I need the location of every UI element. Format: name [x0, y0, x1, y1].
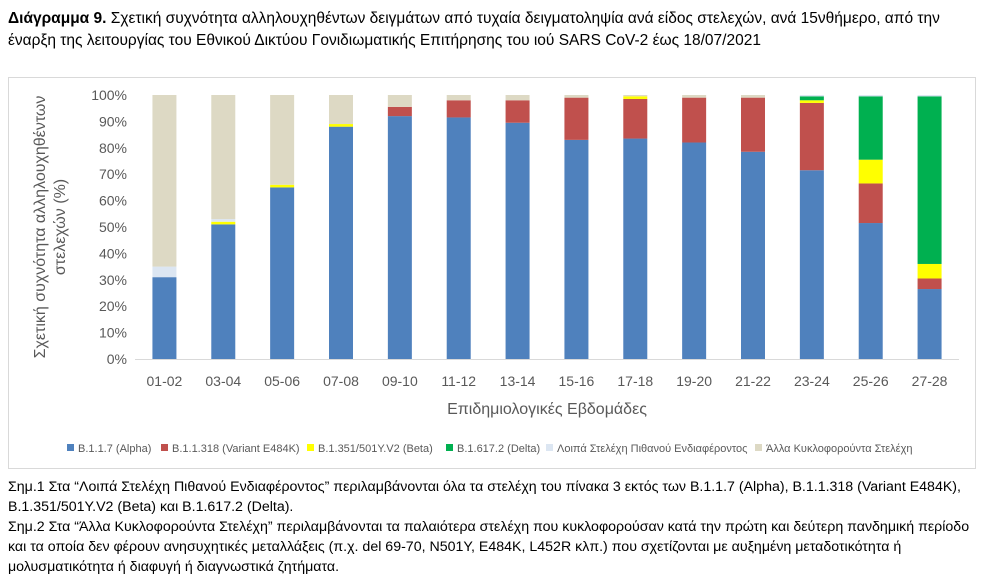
bar-segment [387, 106, 412, 117]
x-tick-label: 01-02 [147, 373, 183, 389]
bar-segment [446, 95, 471, 101]
bar-segment [505, 100, 530, 123]
note-1: Σημ.1 Στα “Λοιπά Στελέχη Πιθανού Ενδιαφέ… [8, 479, 961, 515]
legend-label: Άλλα Κυκλοφορούντα Στελέχη [766, 443, 912, 455]
legend-swatch [755, 444, 762, 451]
bar-segment [682, 95, 707, 98]
bar-segment [211, 95, 236, 220]
x-tick-label: 25-26 [853, 373, 889, 389]
x-tick-label: 27-28 [912, 373, 948, 389]
bar-segment [505, 95, 530, 101]
x-tick-label: 21-22 [735, 373, 771, 389]
bar-segment [211, 219, 236, 222]
bar-segment [623, 96, 648, 99]
bar-segment [211, 224, 236, 359]
x-tick-label: 15-16 [559, 373, 595, 389]
y-axis-title: Σχετική συχνότητα αλληλουχηθέντων στελεχώ… [32, 96, 69, 359]
bar-segment [799, 95, 824, 97]
bar-segment [858, 183, 883, 224]
y-tick-label: 70% [99, 166, 127, 182]
bar-segment [623, 95, 648, 97]
stacked-bar-chart: 0% 10% 20% 30% 40% 50% 60% 70% 80% 90% 100% 01-02 03… [32, 87, 959, 455]
bar-segment [623, 138, 648, 359]
bar-segment [858, 223, 883, 359]
y-tick-label: 50% [99, 219, 127, 235]
bar-segment [858, 96, 883, 160]
y-tick-label: 20% [99, 298, 127, 314]
bar-segment [917, 95, 942, 97]
bar-segment [858, 159, 883, 184]
y-tick-label: 80% [99, 140, 127, 156]
y-tick-label: 60% [99, 193, 127, 209]
bar-segment [799, 100, 824, 103]
bar-segment [741, 151, 765, 359]
bar-segment [623, 98, 648, 139]
bar-segment [446, 117, 471, 359]
x-axis-title: Επιδημιολογικές Εβδομάδες [447, 401, 647, 418]
bar-segment [799, 96, 824, 101]
bar-segment [799, 102, 824, 171]
bar-segment [329, 124, 353, 127]
legend-swatch [446, 444, 453, 451]
bar-segment [152, 277, 177, 359]
chart-frame: 0% 10% 20% 30% 40% 50% 60% 70% 80% 90% 100% 01-02 03… [8, 77, 976, 469]
bar-segment [387, 116, 412, 359]
note-2: Σημ.2 Στα “Άλλα Κυκλοφορούντα Στελέχη” π… [8, 519, 970, 575]
legend-label: B.1.1.7 (Alpha) [78, 443, 151, 455]
bar-segment [152, 266, 177, 278]
x-tick-label: 03-04 [205, 373, 241, 389]
x-tick-label: 11-12 [441, 373, 476, 389]
y-tick-label: 100% [91, 87, 127, 103]
bar-segment [270, 187, 295, 359]
bar-segment [270, 95, 295, 185]
bar-segment [564, 139, 589, 359]
x-tick-label: 17-18 [617, 373, 653, 389]
x-tick-label: 07-08 [323, 373, 359, 389]
y-tick-label: 10% [99, 325, 127, 341]
x-tick-label: 23-24 [794, 373, 830, 389]
bar-segment [799, 170, 824, 359]
bar-segment [564, 97, 589, 140]
figure-caption: Διάγραμμα 9. Σχετική συχνότητα αλληλουχη… [8, 8, 978, 52]
bar-segment [446, 100, 471, 118]
bar-segment [917, 278, 942, 290]
figure-caption-label: Διάγραμμα 9. [8, 10, 107, 27]
figure-caption-text: Σχετική συχνότητα αλληλουχηθέντων δειγμά… [8, 10, 940, 49]
bar-segment [211, 221, 236, 225]
y-tick-label: 0% [107, 351, 127, 367]
x-tick-label: 13-14 [500, 373, 536, 389]
legend-label: Λοιπά Στελέχη Πιθανού Ενδιαφέροντος [557, 443, 747, 455]
bar-segment [329, 95, 353, 125]
bar-segment [270, 184, 295, 188]
bar-segment [741, 97, 765, 152]
legend-swatch [161, 444, 168, 451]
legend-swatch [546, 444, 553, 451]
bar-segment [329, 126, 353, 360]
bar-segment [917, 263, 942, 279]
x-tick-label: 09-10 [382, 373, 418, 389]
legend-swatch [307, 444, 314, 451]
y-tick-label: 90% [99, 113, 127, 129]
y-tick-label: 30% [99, 272, 127, 288]
bar-segment [387, 95, 412, 107]
x-tick-label: 05-06 [264, 373, 300, 389]
bar-segment [505, 122, 530, 359]
bar-segment [682, 97, 707, 143]
legend-label: B.1.351/501Y.V2 (Beta) [318, 443, 433, 455]
bar-segment [858, 95, 883, 97]
x-tick-label: 19-20 [676, 373, 712, 389]
legend-label: B.1.1.318 (Variant E484K) [172, 443, 300, 455]
bar-segment [741, 95, 765, 98]
y-tick-label: 40% [99, 245, 127, 261]
bar-segment [917, 289, 942, 359]
bar-segment [564, 95, 589, 98]
bar-segment [152, 95, 177, 267]
bar-segment [682, 142, 707, 359]
legend-swatch [67, 444, 74, 451]
bar-segment [917, 96, 942, 264]
legend-label: B.1.617.2 (Delta) [457, 443, 540, 455]
